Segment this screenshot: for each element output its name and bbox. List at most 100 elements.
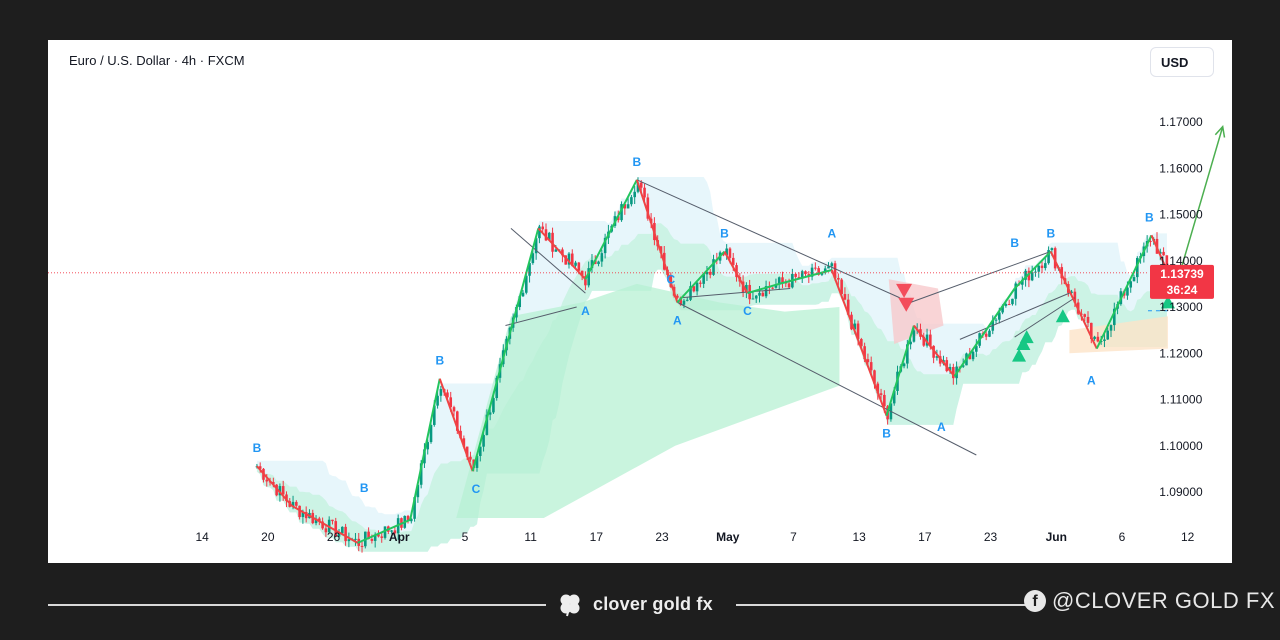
candle-body [1132,277,1136,282]
candle-body [725,248,728,256]
candle-body [1112,308,1116,326]
y-tick-label: 1.16000 [1159,161,1203,175]
zigzag-segment [723,251,749,294]
candle-body [984,333,988,337]
bullish-cloud [456,283,840,518]
candle [800,269,804,283]
candle-body [902,363,906,367]
candle [771,287,774,290]
zigzag-segment [747,282,780,295]
candle [922,332,926,347]
candle-body [347,539,351,542]
candle-body [745,284,748,293]
social-handle: f @CLOVER GOLD FX [1024,588,1275,614]
candle-body [406,515,410,522]
candle-body [630,197,633,205]
candle-body [998,312,1001,320]
candle [781,271,784,289]
candle [281,480,285,501]
candle-body [291,501,295,507]
candle-body [1109,325,1113,331]
candle-body [1040,265,1044,269]
trendline [959,292,1070,340]
candle-body [393,530,397,534]
candle-body [1044,263,1047,269]
candle [538,224,541,244]
x-tick-label: 6 [1119,530,1126,544]
candle [429,421,433,444]
candle-body [570,253,574,266]
candle [597,260,600,267]
zigzag-segment [885,325,915,416]
candle-body [689,286,692,300]
candle-body [869,362,873,371]
candle-body [547,232,551,241]
candle-body [833,263,837,279]
candle-body [439,389,443,396]
candle-body [909,341,912,345]
candle-body [561,249,564,256]
candle [544,223,548,242]
candle [534,236,538,260]
candle-body [1096,336,1100,342]
candle [702,273,705,289]
candle-body [994,319,998,321]
candle-body [1070,291,1073,293]
candle [1103,332,1106,348]
candle [1027,267,1031,288]
candle-body [1050,248,1054,251]
zigzag-segment [953,287,1016,377]
buy-signal-icon [1016,337,1031,350]
brand-logo: clover gold fx [557,590,713,618]
candle [600,249,604,267]
candle [754,294,758,303]
candle-body [728,248,732,258]
trendline [510,227,586,294]
candle [1132,274,1136,282]
candle [646,193,650,221]
candle-body [616,216,620,221]
candle [682,298,686,309]
wave-label: B [1046,227,1055,241]
candle-body [1106,330,1110,340]
candle [630,194,633,207]
candle-body [804,271,807,275]
candle-body [912,330,916,342]
x-tick-label: 14 [195,530,209,544]
candle-body [754,295,758,299]
candle [541,222,545,233]
candle-body [544,229,548,241]
candle-body [455,411,459,431]
candle-body [1090,322,1093,339]
candle-body [712,259,715,275]
candle-body [682,300,686,305]
candle [1090,322,1093,344]
trendline [680,288,791,299]
chart-title: Euro / U.S. Dollar · 4h · FXCM [69,53,245,68]
candle-body [603,237,607,254]
x-tick-label: 17 [590,530,604,544]
candle-body [373,534,377,541]
x-tick-label: May [716,530,740,544]
candle-body [853,323,857,330]
candle-body [925,334,929,346]
candle [390,529,393,534]
currency-button[interactable]: USD [1150,47,1214,77]
facebook-icon: f [1024,590,1046,612]
candle [626,197,630,209]
wave-label: B [360,481,369,495]
candle-body [469,456,472,460]
sell-signal-icon [896,283,913,298]
price-tag-countdown: 36:24 [1167,283,1198,297]
buy-signal-icon [1019,330,1034,344]
wave-label: B [1010,236,1019,250]
candle-body [1129,281,1133,288]
x-tick-label: 23 [984,530,998,544]
candle [452,405,456,417]
wave-label: A [937,420,946,434]
candle-body [705,271,709,275]
wave-label: A [827,227,836,241]
candle-body [1024,270,1027,280]
